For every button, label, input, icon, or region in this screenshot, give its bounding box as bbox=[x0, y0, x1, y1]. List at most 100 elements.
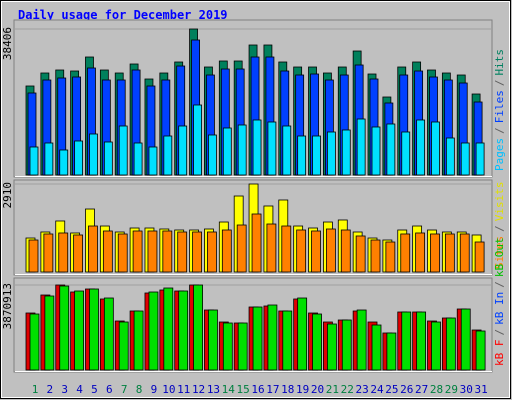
x-tick-label: 5 bbox=[91, 383, 98, 396]
bar bbox=[252, 119, 262, 176]
x-tick-label: 29 bbox=[445, 383, 458, 396]
x-tick-label: 10 bbox=[162, 383, 175, 396]
bar bbox=[237, 322, 248, 371]
bar bbox=[297, 297, 308, 371]
bar bbox=[44, 142, 54, 176]
bar bbox=[222, 127, 232, 176]
bar bbox=[416, 119, 426, 176]
x-tick-label: 14 bbox=[222, 383, 236, 396]
bar bbox=[237, 124, 247, 176]
bar bbox=[325, 228, 336, 273]
y-max-label: 2910 bbox=[1, 182, 14, 209]
bar bbox=[44, 295, 55, 371]
bar bbox=[178, 125, 188, 176]
legend-entry: / bbox=[493, 225, 506, 232]
bar bbox=[163, 287, 174, 371]
y-max-label: 3870913 bbox=[1, 283, 14, 329]
legend-entry: Visits bbox=[493, 182, 506, 222]
bar bbox=[311, 230, 321, 273]
bar bbox=[102, 230, 113, 273]
bar bbox=[475, 330, 486, 371]
x-tick-label: 12 bbox=[192, 383, 205, 396]
bar bbox=[355, 235, 366, 273]
x-tick-label: 31 bbox=[474, 383, 487, 396]
legend: kB F / kB In / kB Out bbox=[493, 237, 506, 366]
bar bbox=[445, 137, 455, 176]
bar bbox=[89, 288, 99, 371]
bar bbox=[148, 146, 158, 176]
bar bbox=[103, 141, 113, 176]
bar bbox=[460, 308, 471, 371]
legend-entry: kB F bbox=[493, 340, 506, 367]
bar bbox=[178, 290, 189, 371]
bar bbox=[251, 213, 262, 273]
legend-entry: / bbox=[493, 329, 506, 336]
bar bbox=[370, 239, 381, 273]
bar bbox=[341, 129, 351, 176]
legend-entry: kB In bbox=[493, 292, 506, 325]
bar bbox=[415, 232, 426, 273]
bar bbox=[222, 322, 233, 371]
x-tick-label: 16 bbox=[251, 383, 264, 396]
bar bbox=[74, 290, 85, 371]
x-tick-label: 23 bbox=[356, 383, 369, 396]
bar bbox=[281, 225, 292, 273]
bar bbox=[266, 223, 277, 273]
x-tick-label: 30 bbox=[460, 383, 473, 396]
bar bbox=[43, 233, 54, 273]
bar bbox=[401, 311, 412, 371]
legend-entry: / bbox=[493, 127, 506, 134]
bar bbox=[282, 310, 293, 371]
bar bbox=[117, 233, 128, 273]
x-tick-label: 27 bbox=[415, 383, 428, 396]
legend: Pages / Files / Hits bbox=[493, 49, 506, 171]
bar bbox=[296, 229, 307, 273]
x-tick-label: 19 bbox=[296, 383, 309, 396]
x-tick-label: 17 bbox=[266, 383, 279, 396]
bar bbox=[431, 121, 440, 176]
legend-entry: / bbox=[493, 80, 506, 87]
bar bbox=[459, 233, 470, 273]
x-tick-label: 2 bbox=[47, 383, 54, 396]
bar bbox=[88, 225, 98, 273]
x-tick-label: 18 bbox=[281, 383, 294, 396]
bar bbox=[267, 304, 278, 371]
bar bbox=[73, 234, 84, 273]
bar bbox=[282, 125, 292, 176]
bar bbox=[193, 284, 203, 371]
bar bbox=[385, 241, 396, 273]
bar bbox=[386, 123, 396, 176]
bar bbox=[177, 231, 188, 273]
x-tick-label: 3 bbox=[61, 383, 68, 396]
bar bbox=[59, 285, 70, 371]
x-tick-label: 7 bbox=[121, 383, 128, 396]
bar bbox=[416, 311, 427, 371]
legend: Sites / Visits bbox=[493, 182, 506, 270]
bar bbox=[236, 224, 247, 273]
bar bbox=[340, 229, 351, 273]
bar bbox=[132, 230, 143, 273]
bar bbox=[28, 239, 39, 273]
chart-title: Daily usage for December 2019 bbox=[18, 8, 228, 22]
bar bbox=[400, 233, 411, 273]
legend-entry: / bbox=[493, 281, 506, 288]
bar bbox=[74, 140, 84, 176]
bar bbox=[207, 231, 217, 273]
bar bbox=[312, 313, 322, 371]
x-tick-label: 1 bbox=[32, 383, 39, 396]
bar bbox=[475, 142, 485, 176]
bar bbox=[221, 229, 232, 273]
x-tick-label: 21 bbox=[326, 383, 339, 396]
bar bbox=[474, 241, 485, 273]
bar bbox=[133, 142, 143, 176]
bar bbox=[103, 297, 114, 371]
bar bbox=[460, 142, 470, 176]
bar bbox=[297, 135, 307, 176]
bar bbox=[59, 149, 69, 176]
bar bbox=[444, 233, 455, 273]
bar bbox=[371, 324, 382, 371]
bar bbox=[208, 309, 218, 371]
x-tick-label: 22 bbox=[341, 383, 354, 396]
